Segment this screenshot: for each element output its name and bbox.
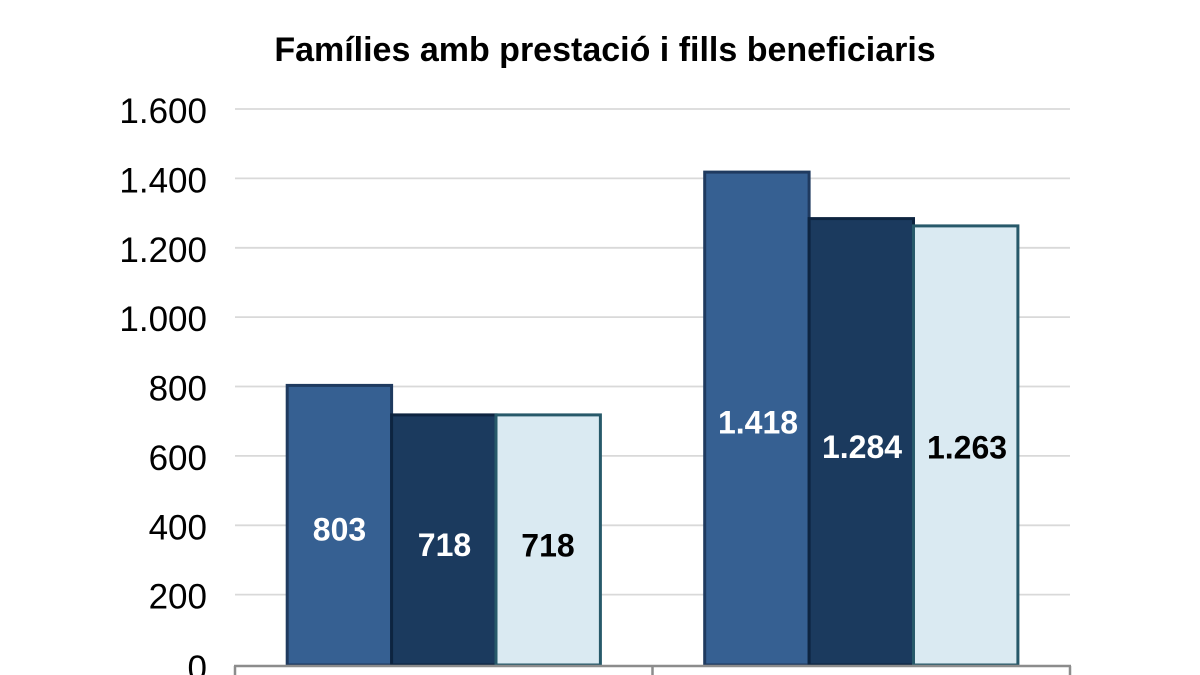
- svg-text:718: 718: [418, 527, 471, 563]
- svg-text:718: 718: [521, 528, 574, 564]
- svg-text:1.400: 1.400: [119, 161, 207, 200]
- svg-text:0: 0: [188, 649, 207, 675]
- svg-text:1.418: 1.418: [718, 405, 798, 441]
- svg-text:200: 200: [149, 578, 207, 617]
- svg-text:1.600: 1.600: [119, 92, 207, 131]
- svg-text:600: 600: [149, 439, 207, 478]
- svg-text:Famílies amb prestació i fil: Famílies amb prestació i fills beneficia…: [274, 31, 935, 69]
- svg-text:1.000: 1.000: [119, 300, 207, 339]
- svg-text:400: 400: [149, 508, 207, 547]
- svg-text:1.263: 1.263: [927, 430, 1007, 466]
- svg-text:1.284: 1.284: [822, 429, 902, 465]
- svg-text:803: 803: [313, 511, 366, 547]
- svg-text:800: 800: [149, 370, 207, 409]
- svg-text:1.200: 1.200: [119, 231, 207, 270]
